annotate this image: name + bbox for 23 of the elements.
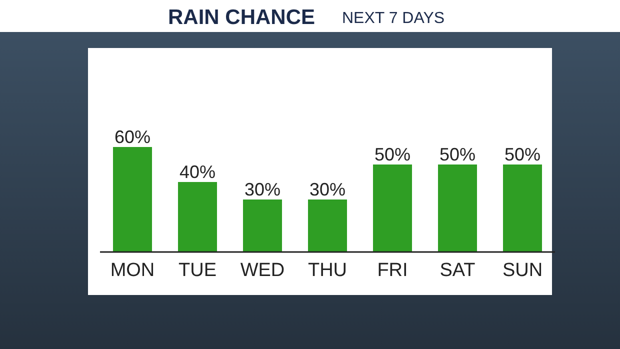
- x-tick-label: WED: [240, 260, 285, 281]
- bar: [113, 147, 152, 252]
- bar: [503, 164, 542, 252]
- x-tick-label: FRI: [377, 260, 408, 281]
- data-label: 60%: [114, 127, 151, 147]
- chart-subtitle: NEXT 7 DAYS: [342, 10, 445, 27]
- bar: [308, 200, 347, 252]
- x-tick-label: SUN: [502, 260, 543, 281]
- x-tick-label: TUE: [178, 260, 216, 281]
- data-label: 30%: [244, 180, 281, 200]
- data-label: 50%: [374, 144, 411, 164]
- data-label: 50%: [439, 144, 476, 164]
- x-tick-label: MON: [110, 260, 155, 281]
- data-label: 30%: [309, 180, 346, 200]
- x-tick-label: SAT: [440, 260, 476, 281]
- chart-title: RAIN CHANCE: [168, 6, 315, 29]
- bar: [178, 182, 217, 252]
- x-tick-label: THU: [308, 260, 348, 281]
- bar: [373, 164, 412, 252]
- bar: [243, 200, 282, 252]
- bar: [438, 164, 477, 252]
- data-label: 40%: [179, 162, 216, 182]
- data-label: 50%: [504, 144, 541, 164]
